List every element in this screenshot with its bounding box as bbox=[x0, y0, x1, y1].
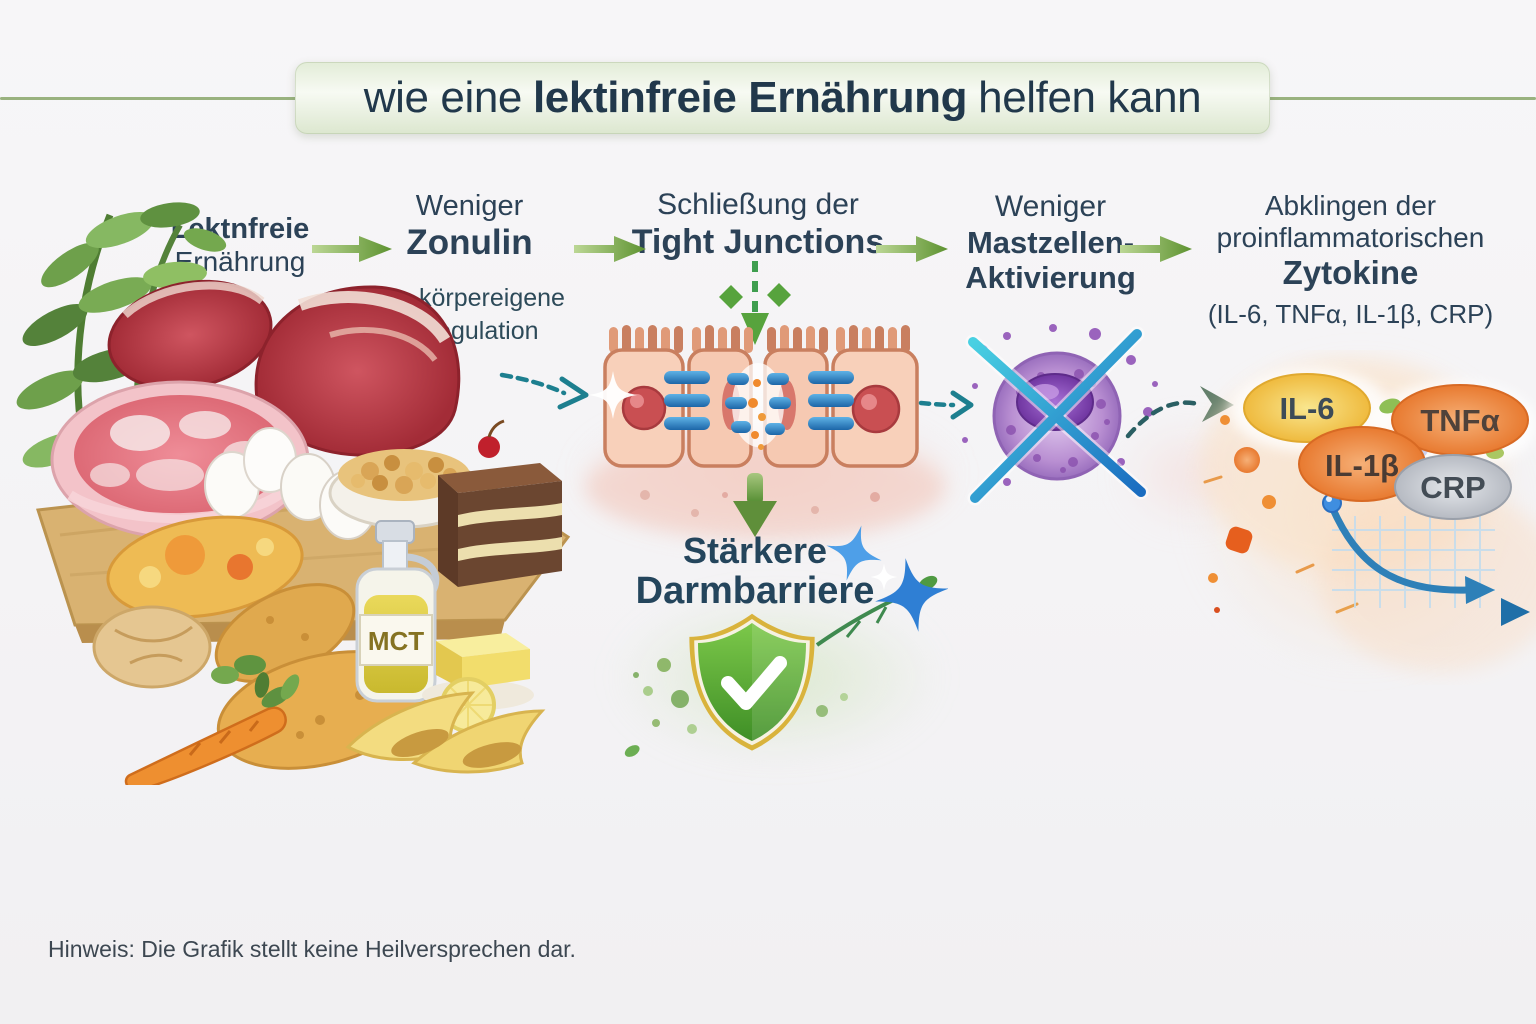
flow-arrow-1 bbox=[312, 236, 392, 262]
sparkle-star-icon bbox=[870, 563, 898, 591]
outcome-line1: Stärkere bbox=[682, 530, 828, 571]
step4-line3: Aktivierung bbox=[965, 260, 1136, 296]
badge-crp: CRP bbox=[1394, 454, 1512, 520]
declining-curve bbox=[1328, 503, 1471, 594]
flow-arrow-2 bbox=[574, 236, 646, 262]
decline-chart bbox=[1311, 493, 1530, 626]
cytokine-badges: IL-6 TNFα IL-1β CRP bbox=[1243, 373, 1529, 520]
disclaimer-note: Hinweis: Die Grafik stellt keine Heilver… bbox=[48, 936, 576, 962]
beef-roast bbox=[107, 279, 273, 391]
step-tight-junctions: Schließung der Tight Junctions bbox=[618, 188, 898, 262]
beef-cut bbox=[254, 285, 461, 457]
step2-line1: Weniger bbox=[415, 190, 524, 222]
curve-arrowhead bbox=[1465, 576, 1495, 604]
badge-il1b-label: IL-1β bbox=[1325, 448, 1399, 483]
compress-diamond-left bbox=[719, 285, 743, 309]
sparkle-star-icon bbox=[868, 551, 948, 639]
badge-crp-label: CRP bbox=[1420, 470, 1485, 505]
cytokines-illustration: IL-6 TNFα IL-1β CRP bbox=[1200, 357, 1536, 672]
arrow-down-to-barrier bbox=[733, 473, 777, 537]
badge-tnfa: TNFα bbox=[1391, 384, 1529, 456]
title-prefix: wie eine bbox=[363, 73, 523, 122]
crepes-with-lemon bbox=[345, 677, 546, 774]
badge-il6-label: IL-6 bbox=[1279, 391, 1334, 426]
step-weniger-zonulin: Weniger Zonulin bbox=[382, 190, 557, 264]
checkmark-icon bbox=[721, 656, 787, 710]
step5-line1: Abklingen der bbox=[1264, 190, 1437, 221]
bread-roll bbox=[92, 605, 212, 689]
flow-arrow-3 bbox=[876, 236, 948, 262]
outcome-label: Stärkere Darmbarriere bbox=[585, 531, 925, 612]
note-line1: körpereigene bbox=[419, 284, 565, 312]
badge-il6: IL-6 bbox=[1243, 373, 1371, 443]
mct-oil-bottle: MCT bbox=[355, 520, 440, 703]
x-axis-arrowhead bbox=[1501, 598, 1530, 626]
shield-icon bbox=[689, 613, 815, 751]
title-highlight: lektinfreie Ernährung bbox=[532, 73, 968, 122]
title-suffix: helfen kann bbox=[978, 73, 1202, 122]
step4-line2: Mastzellen- bbox=[966, 224, 1135, 260]
title-banner: wie eine lektinfreie Ernährung helfen ka… bbox=[295, 62, 1270, 134]
compress-diamond-right bbox=[767, 283, 791, 307]
carrot bbox=[124, 672, 300, 785]
green-splatter bbox=[633, 658, 848, 734]
step2-line2: Zonulin bbox=[406, 223, 533, 263]
crossed-out-x-icon bbox=[965, 326, 1149, 506]
step4-line1: Weniger bbox=[994, 190, 1107, 223]
flow-arrow-4 bbox=[1120, 236, 1192, 262]
chocolate-cake-with-cherry bbox=[438, 419, 562, 587]
step-zytokine: Abklingen der proinflammatorischen Zytok… bbox=[1178, 190, 1523, 330]
dashed-arrow-food-to-cells bbox=[499, 372, 589, 410]
microvilli bbox=[609, 325, 910, 353]
step3-line2: Tight Junctions bbox=[631, 222, 885, 261]
badge-il1b: IL-1β bbox=[1298, 426, 1426, 502]
step5-line2: proinflammatorischen bbox=[1216, 222, 1485, 254]
mast-cell-illustration bbox=[962, 324, 1158, 506]
mct-label: MCT bbox=[368, 626, 424, 656]
cell-nucleus bbox=[621, 385, 667, 431]
dashed-arrow-to-cytokines bbox=[1125, 386, 1234, 439]
gut-barrier-shield-illustration bbox=[624, 518, 948, 757]
zonulin-note-text: körpereigene Regulation bbox=[419, 282, 565, 347]
step5-line4: (IL-6, TNFα, IL-1β, CRP) bbox=[1207, 299, 1494, 330]
header-rule-left bbox=[0, 97, 300, 100]
food-illustration: MCT bbox=[16, 202, 571, 785]
step3-line1: Schließung der bbox=[657, 188, 859, 221]
flatbread bbox=[106, 515, 304, 619]
closing-arrow-down bbox=[719, 261, 791, 345]
dashed-arrow-out-right bbox=[918, 390, 974, 420]
zonulin-note: › körpereigene Regulation bbox=[400, 282, 565, 347]
header-rule-right bbox=[1265, 97, 1536, 100]
badge-tnfa-label: TNFα bbox=[1420, 403, 1499, 438]
outcome-line2: Darmbarriere bbox=[635, 569, 875, 612]
step5-line3: Zytokine bbox=[1282, 254, 1419, 292]
tight-junction-seals bbox=[664, 363, 854, 450]
step-mastzellen: Weniger Mastzellen- Aktivierung bbox=[948, 190, 1153, 296]
tight-junction-illustration bbox=[585, 261, 974, 539]
cell-nucleus bbox=[851, 384, 901, 434]
